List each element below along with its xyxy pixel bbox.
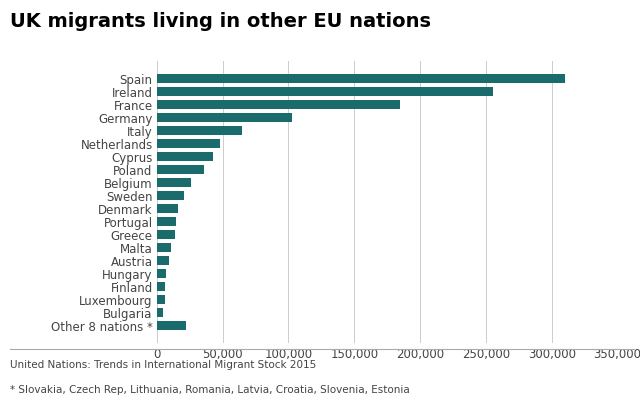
Bar — [157, 114, 292, 123]
Bar — [157, 101, 401, 110]
Bar — [157, 140, 220, 149]
Bar — [157, 191, 184, 200]
Bar — [157, 126, 243, 135]
Bar — [157, 230, 175, 239]
Bar — [157, 217, 176, 226]
Text: * Slovakia, Czech Rep, Lithuania, Romania, Latvia, Croatia, Slovenia, Estonia: * Slovakia, Czech Rep, Lithuania, Romani… — [10, 384, 410, 394]
Bar — [157, 166, 204, 175]
Bar — [157, 282, 165, 291]
Bar — [157, 321, 186, 330]
Bar — [157, 256, 169, 265]
Bar — [157, 152, 213, 161]
Bar — [157, 75, 565, 84]
Text: UK migrants living in other EU nations: UK migrants living in other EU nations — [10, 12, 431, 31]
Text: United Nations: Trends in International Migrant Stock 2015: United Nations: Trends in International … — [10, 359, 316, 369]
Bar — [157, 243, 172, 252]
Bar — [157, 204, 178, 214]
Bar — [157, 269, 166, 278]
Bar — [157, 295, 164, 304]
Bar — [157, 308, 163, 317]
Bar — [157, 178, 191, 188]
Bar — [157, 88, 493, 97]
